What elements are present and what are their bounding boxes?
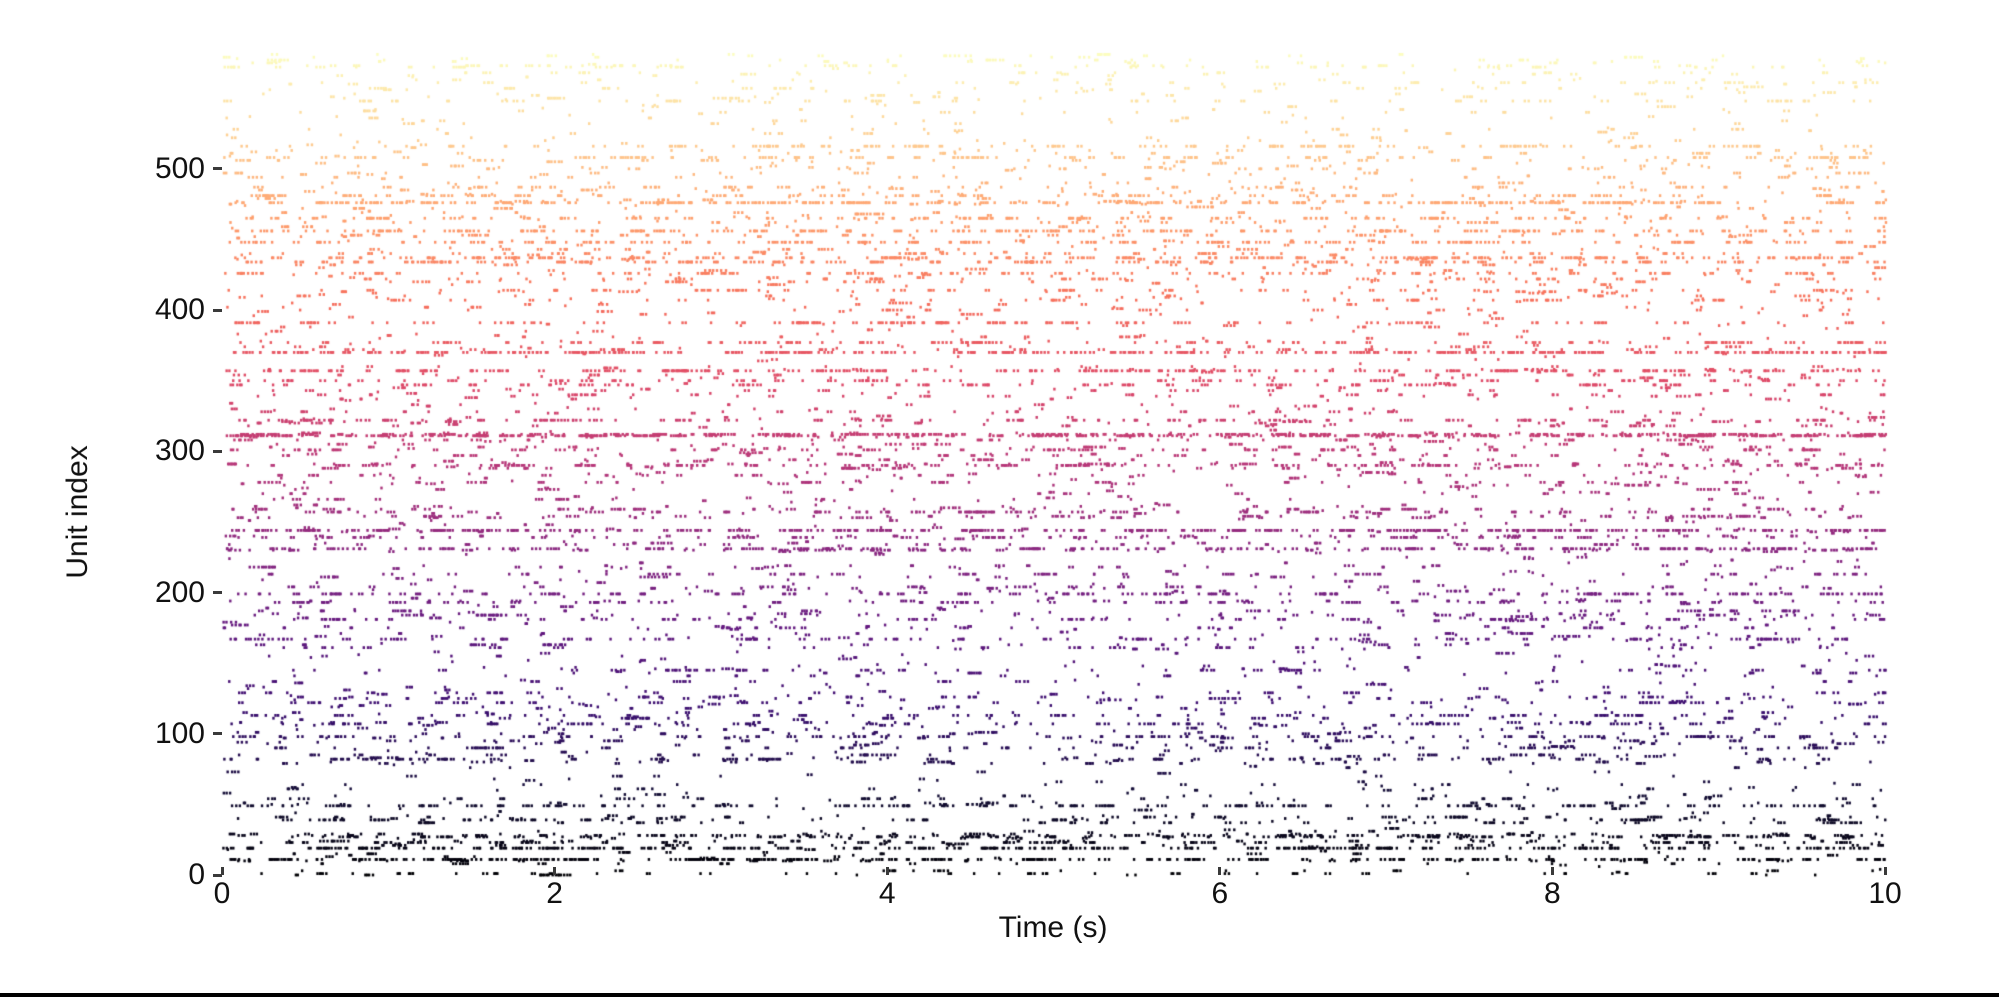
- x-tick-mark: [553, 867, 557, 875]
- y-tick-label: 0: [188, 858, 205, 891]
- y-tick-label: 100: [154, 716, 205, 750]
- x-tick-mark: [1550, 867, 1554, 875]
- x-tick-label: 10: [1868, 877, 1902, 910]
- y-axis-label: Unit index: [61, 445, 94, 579]
- y-tick-label: 500: [154, 151, 205, 185]
- y-tick-mark: [213, 449, 222, 453]
- y-tick-label: 200: [154, 575, 205, 609]
- x-tick-mark: [220, 867, 224, 875]
- x-tick-label: 4: [878, 877, 896, 910]
- x-tick-mark: [1883, 867, 1887, 875]
- y-tick-label: 400: [154, 293, 205, 327]
- x-tick-mark: [885, 867, 889, 875]
- y-tick-mark: [213, 167, 222, 171]
- x-tick-label: 2: [546, 877, 563, 910]
- y-tick-label: 300: [154, 434, 205, 468]
- x-tick-label: 0: [213, 877, 231, 910]
- x-tick-label: 8: [1544, 877, 1561, 910]
- x-tick-mark: [1218, 867, 1222, 875]
- y-tick-mark: [213, 591, 222, 595]
- y-tick-mark: [213, 308, 222, 312]
- y-tick-mark: [213, 732, 222, 736]
- y-tick-mark: [213, 873, 222, 877]
- bottom-rule: [0, 993, 1999, 997]
- x-tick-label: 6: [1211, 877, 1229, 910]
- x-axis-label: Time (s): [998, 911, 1108, 944]
